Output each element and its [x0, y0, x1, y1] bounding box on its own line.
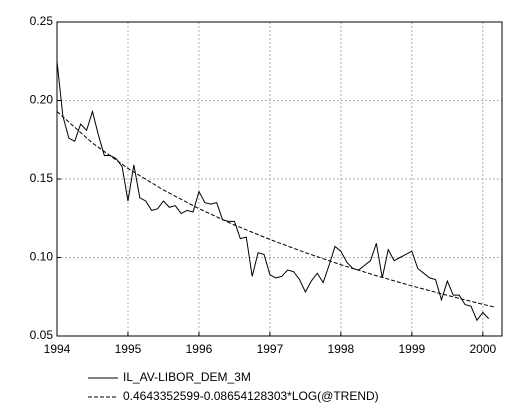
x-tick-label: 1999 [399, 342, 426, 356]
y-tick-label: 0.20 [30, 93, 54, 107]
y-tick-label: 0.05 [30, 328, 54, 342]
legend-label: 0.4643352599-0.08654128303*LOG(@TREND) [123, 389, 379, 403]
legend-label: IL_AV-LIBOR_DEM_3M [123, 370, 251, 384]
series-line [56, 111, 495, 308]
x-tick-label: 1995 [115, 342, 142, 356]
plot-frame [56, 21, 503, 337]
x-tick-label: 1997 [257, 342, 284, 356]
y-tick-label: 0.10 [30, 250, 54, 264]
x-tick-label: 1996 [186, 342, 213, 356]
y-tick-label: 0.15 [30, 171, 54, 185]
x-tick-label: 1998 [328, 342, 355, 356]
x-tick-label: 1994 [44, 342, 71, 356]
series-line [56, 61, 490, 322]
y-tick-label: 0.25 [30, 14, 54, 28]
x-tick-label: 2000 [469, 342, 496, 356]
